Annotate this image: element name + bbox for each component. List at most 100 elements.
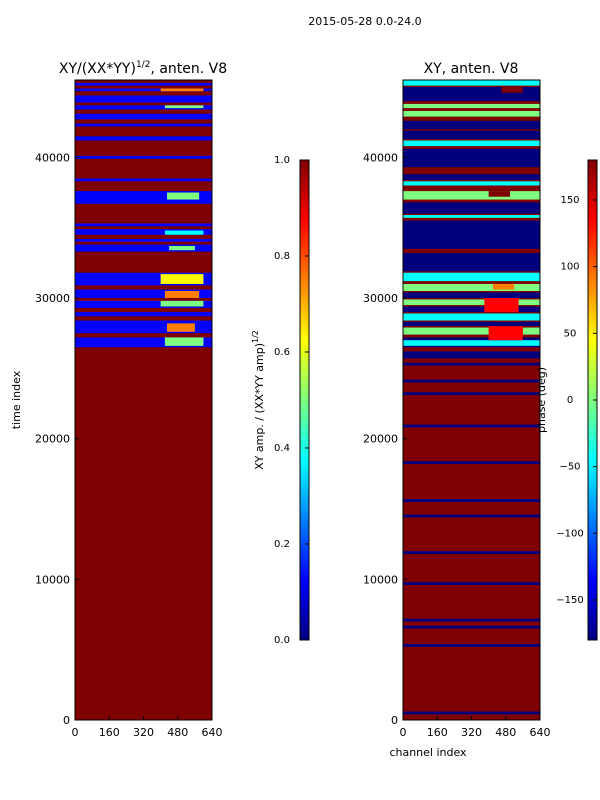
phase-bright-patch — [403, 299, 540, 306]
amplitude-blue-band — [75, 136, 212, 141]
amplitude-title-main: XY/(XX*YY) — [59, 61, 136, 77]
phase-blue-band — [403, 292, 540, 299]
amplitude-heatmap-data — [75, 82, 212, 348]
amplitude-bright-patch — [164, 230, 204, 235]
amplitude-blue-band — [75, 178, 212, 182]
phase-blue-band — [403, 514, 540, 518]
amplitude-colorbar: 0.0 0.2 0.4 0.6 0.8 1.0 XY amp. / (XX*YY amp)… — [251, 155, 310, 646]
phase-bright-patch — [403, 313, 540, 321]
phase-blue-band — [403, 362, 540, 366]
amplitude-blue-band — [75, 223, 212, 227]
amplitude-blue-band — [75, 113, 212, 120]
phase-blue-band — [403, 461, 540, 464]
phase-colorbar: −150 −100 −50 0 50 100 150 phase (deg) — [535, 159, 598, 641]
phase-blue-band — [403, 120, 540, 130]
phase-bright-patch — [403, 110, 540, 117]
amplitude-xtick-label: 320 — [133, 726, 154, 739]
amplitude-xtick-label: 160 — [99, 726, 120, 739]
phase-blue-band — [403, 148, 540, 168]
phase-blue-band — [403, 253, 540, 272]
amplitude-blue-band — [75, 155, 212, 159]
amplitude-xtick-label: 480 — [167, 726, 188, 739]
amplitude-bright-patch — [167, 192, 200, 200]
phase-ytick-label: 0 — [391, 714, 398, 727]
amplitude-ytick-label: 0 — [63, 714, 70, 727]
phase-bright-patch — [403, 327, 540, 335]
phase-blue-band — [403, 306, 540, 313]
phase-bright-patch — [484, 298, 519, 313]
amplitude-colorbar-ticks: 0.0 0.2 0.4 0.6 0.8 1.0 — [274, 155, 309, 646]
phase-bright-patch — [403, 103, 540, 109]
phase-heatmap-background — [403, 80, 540, 720]
amplitude-colorbar-tick-label: 0.6 — [274, 347, 290, 358]
phase-ytick-label: 40000 — [363, 151, 398, 164]
phase-bright-patch — [403, 191, 540, 200]
amplitude-xtick-label: 0 — [72, 726, 79, 739]
amplitude-title-sup: 1/2 — [136, 60, 150, 70]
phase-colorbar-tick-label: 0 — [567, 395, 573, 406]
phase-blue-band — [403, 220, 540, 249]
amplitude-blue-band — [75, 88, 212, 92]
phase-bright-patch — [501, 87, 523, 93]
phase-colorbar-tick-label: −150 — [556, 595, 583, 606]
phase-xtick-label: 480 — [495, 726, 516, 739]
phase-blue-band — [403, 351, 540, 359]
phase-axis-ticks: 0 160 320 480 640 0 10000 20000 30000 40000 — [363, 151, 551, 739]
amplitude-title: XY/(XX*YY)1/2, anten. V8 — [59, 60, 227, 77]
amplitude-colorbar-label: XY amp. / (XX*YY amp)1/2 — [251, 330, 266, 470]
amplitude-colorbar-tick-label: 0.2 — [274, 539, 290, 550]
phase-blue-band — [403, 551, 540, 555]
phase-blue-band — [403, 424, 540, 428]
amplitude-colorbar-label-main: XY amp. / (XX*YY amp) — [253, 343, 266, 470]
phase-blue-band — [403, 202, 540, 214]
phase-panel: XY, anten. V8 0 160 320 480 640 0 10000 20000 30… — [363, 61, 598, 759]
amplitude-colorbar-label-sup: 1/2 — [251, 330, 260, 343]
amplitude-blue-band — [75, 300, 212, 308]
phase-bright-patch — [403, 181, 540, 186]
phase-blue-band — [403, 625, 540, 629]
phase-blue-band — [403, 392, 540, 396]
phase-bright-patch — [403, 283, 540, 291]
amplitude-bright-patch — [160, 274, 204, 284]
amplitude-colorbar-tick-label: 0.8 — [274, 251, 290, 262]
figure-suptitle: 2015-05-28 0.0-24.0 — [308, 15, 421, 28]
phase-blue-band — [403, 379, 540, 383]
amplitude-blue-band — [75, 82, 212, 86]
amplitude-heatmap-background — [75, 80, 212, 720]
amplitude-bright-patch — [169, 245, 195, 251]
phase-blue-band — [403, 130, 540, 140]
phase-colorbar-label: phase (deg) — [535, 367, 548, 433]
phase-bright-patch — [488, 191, 511, 197]
amplitude-blue-band — [75, 95, 212, 103]
phase-xlabel: channel index — [389, 746, 467, 759]
phase-blue-band — [403, 321, 540, 327]
amplitude-bright-patch — [164, 105, 204, 109]
amplitude-bright-patch — [164, 290, 200, 299]
amplitude-blue-band — [75, 238, 212, 242]
phase-ytick-label: 10000 — [363, 573, 398, 586]
phase-blue-band — [403, 644, 540, 647]
amplitude-axis-ticks: 0 160 320 480 640 0 10000 20000 30000 40000 — [35, 151, 223, 739]
phase-colorbar-ticks: −150 −100 −50 0 50 100 150 — [556, 195, 597, 606]
amplitude-ylabel: time index — [10, 370, 23, 429]
phase-bright-patch — [403, 80, 540, 86]
amplitude-colorbar-tick-label: 0.0 — [274, 635, 290, 646]
amplitude-bright-patch — [160, 300, 204, 307]
phase-bright-patch — [403, 272, 540, 282]
phase-colorbar-tick-label: 150 — [560, 195, 579, 206]
amplitude-xtick-label: 640 — [202, 726, 223, 739]
phase-title-main: XY, anten. V8 — [424, 61, 519, 77]
amplitude-ytick-label: 20000 — [35, 433, 70, 446]
phase-bright-patch — [403, 215, 540, 218]
amplitude-blue-band — [75, 244, 212, 252]
phase-bright-patch — [403, 340, 540, 346]
amplitude-blue-band — [75, 123, 212, 127]
phase-ytick-label: 30000 — [363, 292, 398, 305]
amplitude-ytick-label: 40000 — [35, 151, 70, 164]
phase-xtick-label: 640 — [530, 726, 551, 739]
amplitude-blue-band — [75, 312, 212, 317]
phase-bright-patch — [492, 283, 515, 290]
phase-xtick-label: 160 — [427, 726, 448, 739]
phase-xtick-label: 320 — [461, 726, 482, 739]
amplitude-blue-band — [75, 337, 212, 348]
